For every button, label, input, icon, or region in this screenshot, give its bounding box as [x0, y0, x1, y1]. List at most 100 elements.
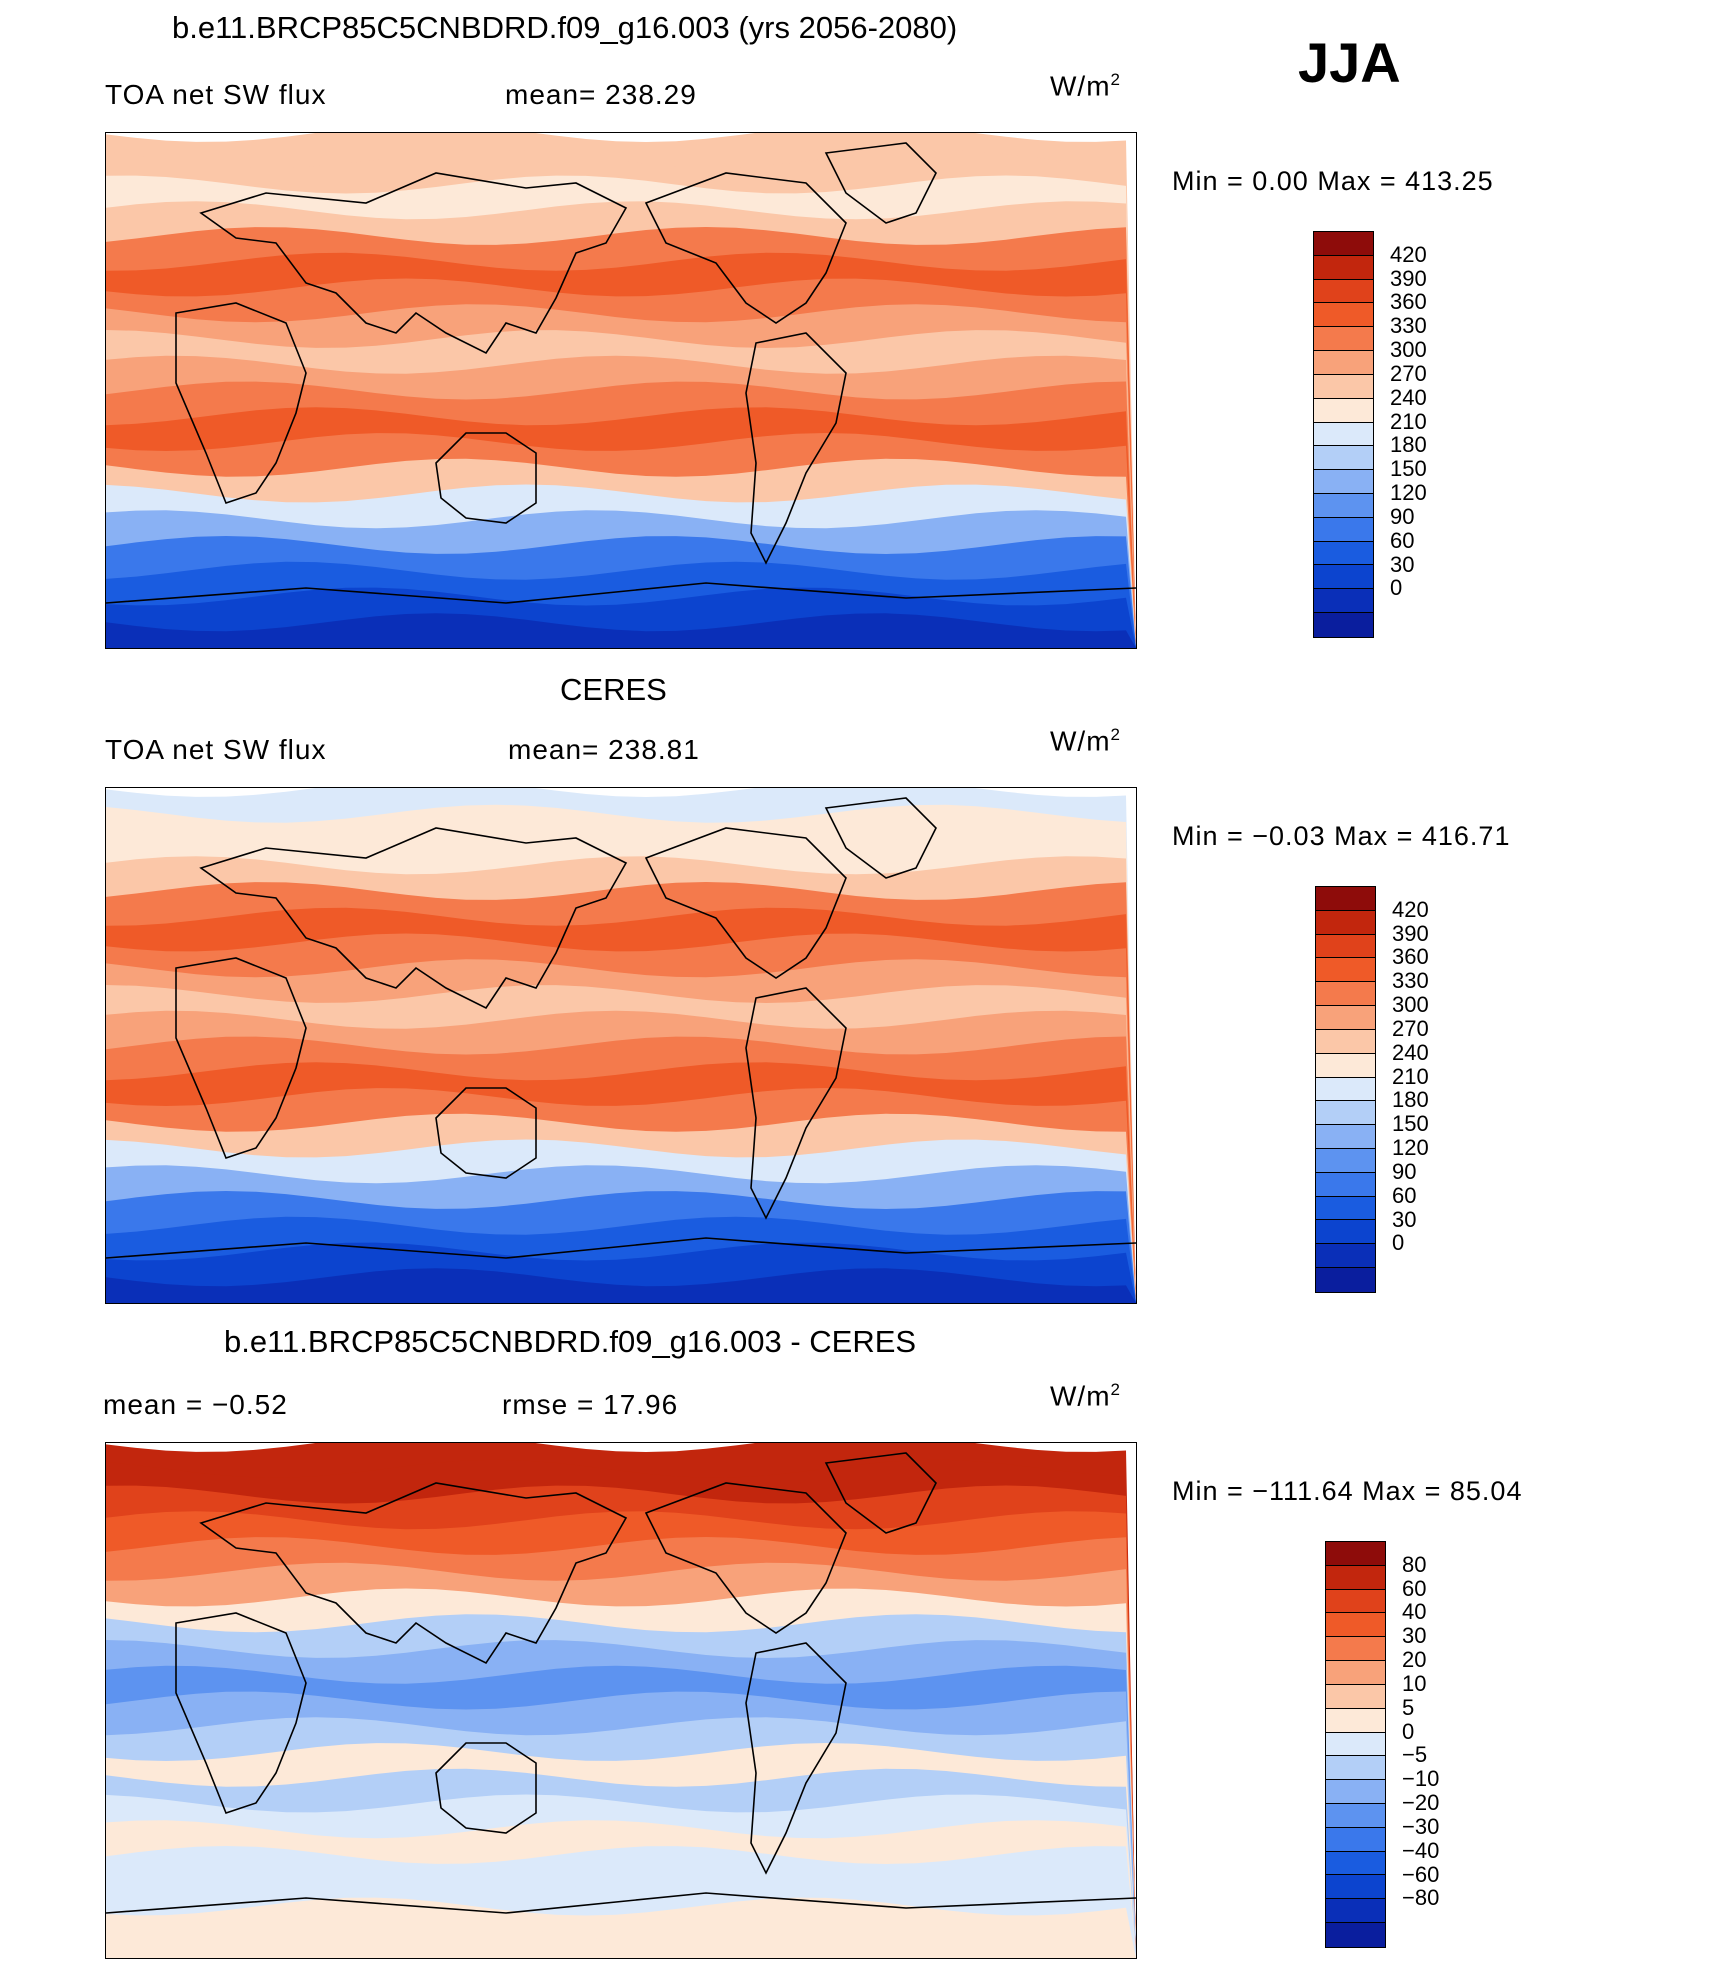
colorbar-tick-label: 150	[1392, 1111, 1429, 1137]
panel-3-rmse-label: rmse = 17.96	[502, 1389, 679, 1420]
colorbar-tick-label: 240	[1392, 1039, 1429, 1065]
field-band	[106, 1923, 1136, 1958]
colorbar-segment	[1316, 1077, 1375, 1102]
colorbar-segment	[1314, 446, 1373, 471]
colorbar-tick-label: 210	[1392, 1063, 1429, 1089]
panel-1-mean-label: mean= 238.29	[505, 79, 697, 110]
colorbar-tick-label: 90	[1390, 503, 1415, 529]
colorbar-segment	[1326, 1923, 1385, 1947]
colorbar-tick-label: 120	[1390, 480, 1427, 506]
field-band	[106, 613, 1136, 648]
panel-2-map	[105, 787, 1137, 1304]
coastline	[745, 1642, 847, 1875]
colorbar-segment	[1316, 1053, 1375, 1078]
colorbar-segment	[1314, 565, 1373, 590]
colorbar-segment	[1314, 470, 1373, 494]
panel-1-colorbar	[1313, 231, 1374, 638]
colorbar-tick-label: 30	[1390, 551, 1415, 577]
colorbar-segment	[1314, 255, 1373, 280]
colorbar-segment	[1326, 1732, 1385, 1757]
colorbar-segment	[1314, 232, 1373, 256]
panel-1-colorbar-ticks: 420 390 360 330 300 270 240 210 180 150 120 90 60 30 0	[1390, 231, 1490, 636]
colorbar-tick-label: −30	[1402, 1813, 1440, 1839]
panel-2-colorbar	[1315, 886, 1376, 1293]
colorbar-tick-label: −10	[1402, 1766, 1440, 1792]
colorbar-segment	[1326, 1756, 1385, 1781]
panel-2-title: CERES	[560, 672, 667, 707]
colorbar-tick-label: 180	[1390, 432, 1427, 458]
panel-3-title: b.e11.BRCP85C5CNBDRD.f09_g16.003 - CERES	[224, 1324, 917, 1359]
colorbar-segment	[1316, 1268, 1375, 1292]
colorbar-segment	[1316, 982, 1375, 1007]
colorbar-segment	[1326, 1851, 1385, 1876]
colorbar-tick-label: −40	[1402, 1837, 1440, 1863]
colorbar-tick-label: −80	[1402, 1885, 1440, 1911]
panel-1-minmax: Min = 0.00 Max = 413.25	[1172, 166, 1494, 196]
panel-3-field	[106, 1443, 1136, 1958]
colorbar-segment	[1314, 374, 1373, 399]
colorbar-tick-label: 0	[1392, 1230, 1405, 1256]
colorbar-segment	[1326, 1637, 1385, 1662]
colorbar-tick-label: 60	[1390, 527, 1415, 553]
colorbar-segment	[1314, 493, 1373, 518]
coastline	[106, 1237, 1136, 1259]
coastline	[175, 302, 307, 504]
colorbar-tick-label: 270	[1392, 1015, 1429, 1041]
colorbar-tick-label: 120	[1392, 1135, 1429, 1161]
coastline	[644, 1482, 847, 1634]
panel-2-minmax: Min = −0.03 Max = 416.71	[1172, 821, 1511, 851]
colorbar-segment	[1316, 1172, 1375, 1197]
colorbar-tick-label: 420	[1390, 241, 1427, 267]
colorbar-segment	[1326, 1803, 1385, 1828]
colorbar-segment	[1316, 1196, 1375, 1221]
colorbar-tick-label: 390	[1392, 920, 1429, 946]
colorbar-tick-label: 0	[1402, 1718, 1415, 1744]
colorbar-segment	[1316, 1148, 1375, 1173]
colorbar-segment	[1314, 422, 1373, 447]
colorbar-segment	[1314, 398, 1373, 423]
colorbar-tick-label: 60	[1402, 1575, 1427, 1601]
colorbar-tick-label: 330	[1392, 968, 1429, 994]
colorbar-segment	[1314, 541, 1373, 566]
colorbar-tick-label: 300	[1390, 337, 1427, 363]
colorbar-tick-label: 40	[1402, 1599, 1427, 1625]
colorbar-segment	[1326, 1827, 1385, 1852]
panel-3-unit: W/m2	[1050, 1380, 1121, 1412]
panel-3-left-label: mean = −0.52	[103, 1389, 288, 1420]
panel-2-unit: W/m2	[1050, 725, 1121, 757]
colorbar-tick-label: 330	[1390, 313, 1427, 339]
colorbar-tick-label: 5	[1402, 1694, 1415, 1720]
colorbar-segment	[1314, 517, 1373, 542]
panel-1-unit: W/m2	[1050, 70, 1121, 102]
colorbar-segment	[1326, 1661, 1385, 1685]
coastline	[824, 1452, 937, 1534]
colorbar-segment	[1314, 589, 1373, 613]
colorbar-tick-label: −60	[1402, 1861, 1440, 1887]
colorbar-tick-label: 10	[1402, 1670, 1427, 1696]
coastline	[199, 827, 628, 1010]
panel-1-left-label: TOA net SW flux	[105, 79, 327, 110]
colorbar-tick-label: 180	[1392, 1087, 1429, 1113]
panel-2-mean-label: mean= 238.81	[508, 734, 700, 765]
colorbar-tick-label: −20	[1402, 1790, 1440, 1816]
colorbar-tick-label: 30	[1392, 1206, 1417, 1232]
colorbar-segment	[1316, 1101, 1375, 1126]
panel-3-minmax: Min = −111.64 Max = 85.04	[1172, 1476, 1523, 1506]
colorbar-tick-label: 150	[1390, 456, 1427, 482]
colorbar-tick-label: 30	[1402, 1623, 1427, 1649]
panel-1-map	[105, 132, 1137, 649]
colorbar-segment	[1326, 1589, 1385, 1614]
coastline	[106, 1892, 1136, 1914]
colorbar-tick-label: 0	[1390, 575, 1403, 601]
colorbar-tick-label: 360	[1392, 944, 1429, 970]
season-label: JJA	[1298, 31, 1401, 94]
coastline	[745, 987, 847, 1220]
colorbar-segment	[1316, 1029, 1375, 1054]
colorbar-segment	[1316, 1125, 1375, 1149]
colorbar-segment	[1314, 279, 1373, 304]
colorbar-segment	[1316, 958, 1375, 983]
coastline	[199, 172, 628, 355]
coastline	[435, 1087, 537, 1179]
coastline	[199, 1482, 628, 1665]
panel-3-colorbar-ticks: 80 60 40 30 20 10 5 0 −5 −10 −20 −30 −40 −60 −80	[1402, 1541, 1502, 1946]
